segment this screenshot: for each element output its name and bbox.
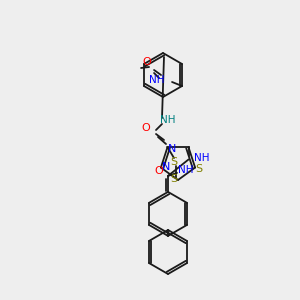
Text: S: S [196, 164, 203, 174]
Text: O: O [154, 166, 164, 176]
Text: NH: NH [148, 75, 164, 85]
Text: O: O [143, 57, 152, 67]
Text: N: N [168, 144, 177, 154]
Text: NH: NH [178, 165, 194, 175]
Text: S: S [170, 157, 178, 167]
Text: NH: NH [194, 153, 209, 164]
Text: NH: NH [160, 115, 176, 125]
Text: S: S [170, 174, 178, 184]
Text: O: O [142, 123, 150, 133]
Text: N: N [162, 162, 170, 172]
